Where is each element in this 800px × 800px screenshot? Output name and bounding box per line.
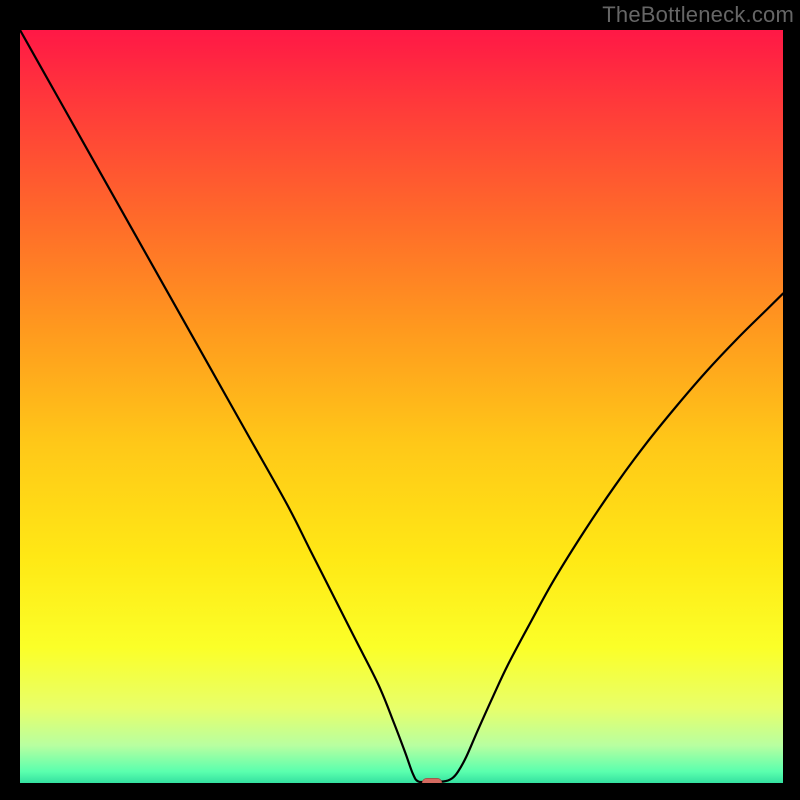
- plot-area: [20, 30, 783, 783]
- plot-background: [20, 30, 783, 783]
- chart-container: TheBottleneck.com: [0, 0, 800, 800]
- optimal-marker: [422, 778, 442, 783]
- watermark-text: TheBottleneck.com: [602, 2, 794, 28]
- plot-svg: [20, 30, 783, 783]
